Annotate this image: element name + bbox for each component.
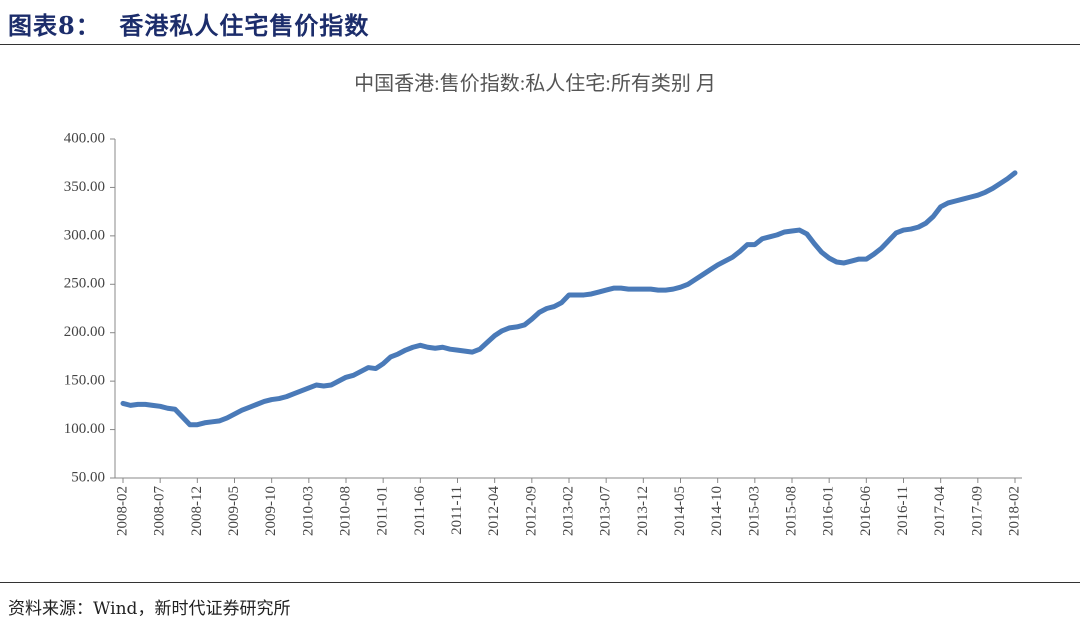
y-tick-label: 300.00	[64, 227, 105, 243]
x-tick-label: 2010-08	[337, 486, 353, 536]
header-title: 图表8： 香港私人住宅售价指数	[8, 11, 370, 40]
x-tick-label: 2015-08	[783, 486, 799, 536]
x-tick-label: 2017-04	[932, 486, 948, 536]
y-tick-label: 350.00	[64, 179, 105, 195]
y-tick-label: 150.00	[64, 373, 105, 389]
x-tick-label: 2017-09	[969, 486, 985, 536]
x-tick-label: 2013-02	[560, 486, 576, 536]
x-tick-label: 2012-04	[486, 486, 502, 536]
x-tick-label: 2009-05	[226, 486, 242, 536]
y-tick-label: 250.00	[64, 276, 105, 292]
x-tick-label: 2011-06	[412, 486, 428, 536]
x-tick-label: 2012-09	[523, 486, 539, 536]
x-tick-label: 2014-05	[672, 486, 688, 536]
x-tick-label: 2008-02	[114, 486, 130, 536]
x-tick-label: 2009-10	[263, 486, 279, 536]
x-tick-label: 2011-01	[375, 486, 391, 535]
x-tick-label: 2016-06	[858, 486, 874, 536]
y-tick-label: 50.00	[71, 469, 105, 485]
header-rule	[0, 44, 1080, 45]
x-tick-label: 2016-11	[895, 486, 911, 535]
x-tick-label: 2011-11	[449, 486, 465, 535]
y-tick-label: 100.00	[64, 421, 105, 437]
x-tick-label: 2013-07	[598, 486, 614, 536]
chart-title: 中国香港:售价指数:私人住宅:所有类别 月	[354, 72, 716, 95]
x-tick-label: 2008-07	[152, 486, 168, 536]
x-tick-label: 2018-02	[1006, 486, 1022, 536]
x-tick-label: 2016-01	[821, 486, 837, 536]
footer-rule	[0, 582, 1080, 583]
y-tick-label: 200.00	[64, 324, 105, 340]
y-tick-label: 400.00	[64, 130, 105, 146]
x-tick-label: 2008-12	[189, 486, 205, 536]
x-tick-label: 2014-10	[709, 486, 725, 536]
x-tick-label: 2015-03	[746, 486, 762, 536]
x-tick-label: 2010-03	[300, 486, 316, 536]
series-line	[120, 170, 1018, 428]
chart: 中国香港:售价指数:私人住宅:所有类别 月 50.00 100.00 150.00 2…	[64, 72, 1023, 536]
source-note: 资料来源：Wind，新时代证券研究所	[8, 599, 291, 619]
x-tick-label: 2013-12	[635, 486, 651, 536]
